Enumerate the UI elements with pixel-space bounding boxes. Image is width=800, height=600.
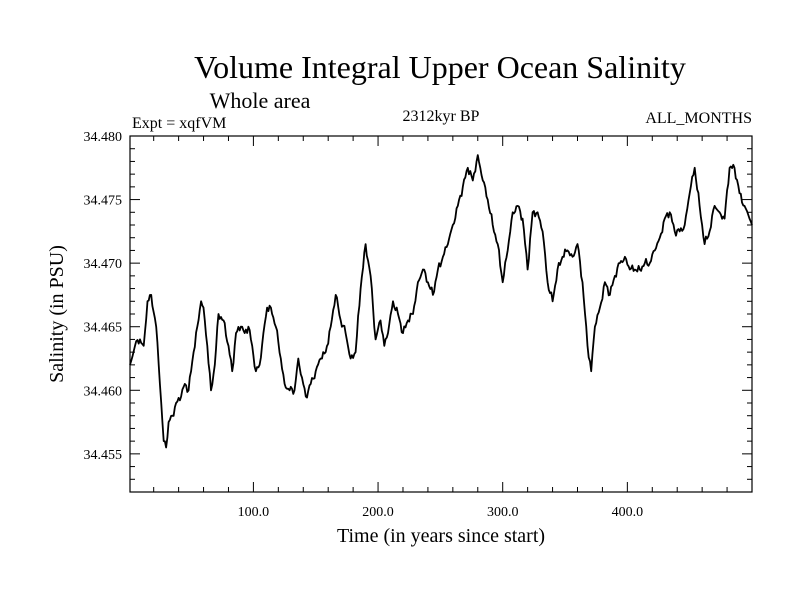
chart-title: Volume Integral Upper Ocean Salinity (194, 49, 686, 85)
y-tick-label: 34.475 (84, 194, 123, 209)
x-tick-label: 200.0 (362, 505, 394, 520)
y-tick-label: 34.470 (84, 257, 123, 272)
y-tick-label: 34.480 (84, 130, 123, 145)
y-axis-ticks: 34.455 34.460 34.465 34.470 34.475 34.480 (84, 130, 752, 493)
period-label: 2312kyr BP (403, 108, 480, 125)
y-tick-label: 34.465 (84, 321, 123, 336)
x-axis-label: Time (in years since start) (337, 525, 545, 547)
y-axis-label: Salinity (in PSU) (46, 245, 68, 383)
x-tick-label: 400.0 (612, 505, 644, 520)
chart-subtitle: Whole area (210, 88, 311, 113)
salinity-series-line (129, 154, 753, 449)
x-tick-label: 100.0 (238, 505, 270, 520)
experiment-label: Expt = xqfVM (132, 115, 226, 132)
months-label: ALL_MONTHS (645, 110, 752, 127)
y-tick-label: 34.455 (84, 448, 123, 463)
x-axis-ticks: 100.0 200.0 300.0 400.0 (153, 136, 728, 520)
plot-frame (129, 135, 753, 493)
x-tick-label: 300.0 (487, 505, 519, 520)
y-tick-label: 34.460 (84, 384, 123, 399)
